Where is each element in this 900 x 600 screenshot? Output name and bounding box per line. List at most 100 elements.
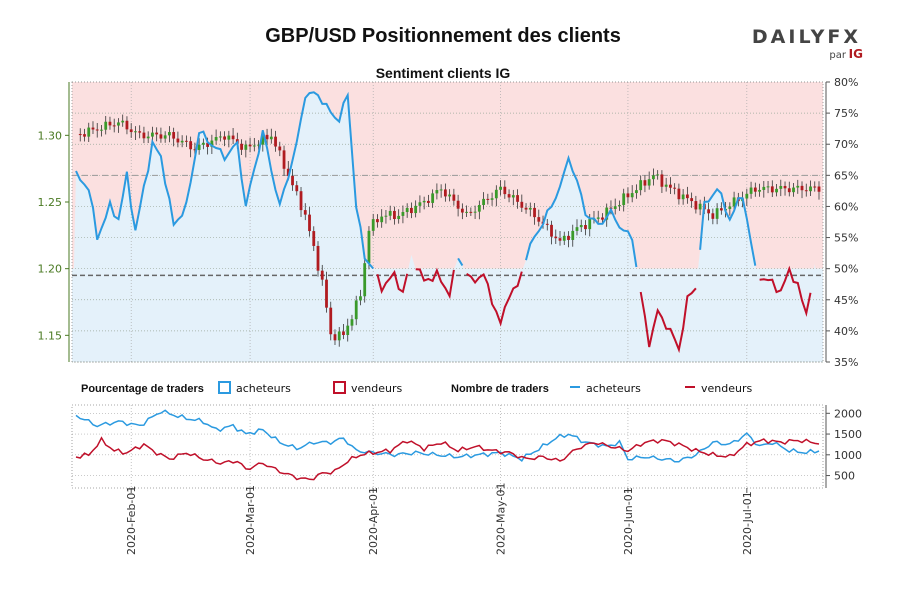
buyers-area-fill bbox=[72, 92, 823, 363]
candle-body bbox=[779, 185, 783, 189]
candle-body bbox=[320, 270, 324, 280]
candle-body bbox=[507, 194, 511, 198]
price-tick-label: 1.25 bbox=[38, 196, 63, 209]
candle-body bbox=[91, 127, 95, 130]
candle-body bbox=[499, 186, 502, 190]
candle-body bbox=[401, 212, 405, 216]
candle-body bbox=[350, 319, 354, 326]
count-tick-label: 2000 bbox=[834, 407, 862, 420]
sentiment-tick-label: 60% bbox=[834, 200, 858, 213]
candle-body bbox=[477, 204, 481, 212]
candle-body bbox=[439, 189, 443, 191]
candle-body bbox=[707, 209, 711, 214]
candle-body bbox=[656, 174, 660, 176]
candle-body bbox=[278, 146, 282, 151]
candle-body bbox=[809, 186, 812, 192]
legend-buyers-swatch bbox=[218, 381, 231, 394]
price-tick-label: 1.20 bbox=[38, 263, 63, 276]
candle-body bbox=[796, 185, 800, 188]
candle-body bbox=[473, 211, 477, 213]
chart-subtitle: Sentiment clients IG bbox=[376, 65, 511, 81]
candle-body bbox=[193, 149, 197, 151]
candle-body bbox=[168, 132, 171, 136]
candle-body bbox=[694, 201, 698, 210]
candle-body bbox=[622, 193, 626, 206]
candle-body bbox=[443, 189, 447, 197]
candle-body bbox=[418, 202, 422, 206]
candle-body bbox=[384, 215, 388, 217]
candle-body bbox=[316, 245, 320, 271]
candle-body bbox=[388, 210, 392, 216]
candle-body bbox=[265, 134, 269, 140]
date-tick-label: 2020-Jul-01 bbox=[741, 491, 754, 555]
candle-body bbox=[223, 136, 226, 140]
candle-body bbox=[584, 225, 587, 230]
candle-body bbox=[342, 331, 345, 336]
candle-body bbox=[792, 187, 795, 193]
candle-body bbox=[490, 198, 494, 200]
count-tick-label: 1000 bbox=[834, 449, 862, 462]
legend-buyers-label: acheteurs bbox=[236, 382, 291, 395]
sentiment-tick-label: 75% bbox=[834, 107, 858, 120]
candle-body bbox=[550, 224, 553, 237]
candle-body bbox=[804, 190, 808, 192]
candle-body bbox=[605, 207, 609, 220]
candle-body bbox=[652, 175, 655, 180]
candle-body bbox=[554, 236, 558, 239]
candle-body bbox=[346, 325, 350, 336]
candle-body bbox=[151, 132, 154, 137]
candle-body bbox=[274, 136, 277, 147]
legend-sellers2-label: vendeurs bbox=[701, 382, 752, 395]
candle-body bbox=[575, 227, 579, 231]
date-tick-label: 2020-Jun-01 bbox=[622, 487, 635, 555]
candle-body bbox=[562, 235, 566, 241]
candle-body bbox=[189, 141, 193, 150]
sentiment-tick-label: 45% bbox=[834, 294, 858, 307]
candle-body bbox=[218, 136, 222, 138]
candle-body bbox=[367, 230, 371, 264]
candle-body bbox=[618, 205, 621, 207]
candle-body bbox=[719, 208, 723, 211]
candle-body bbox=[724, 208, 727, 211]
lower-frame bbox=[71, 404, 824, 489]
candle-body bbox=[354, 300, 358, 320]
candle-body bbox=[677, 188, 681, 200]
candle-body bbox=[486, 198, 490, 200]
legend-sellers-swatch bbox=[333, 381, 346, 394]
candle-body bbox=[516, 195, 519, 202]
candle-body bbox=[337, 331, 341, 341]
candle-body bbox=[363, 263, 367, 297]
candle-body bbox=[184, 140, 188, 142]
candle-body bbox=[711, 213, 715, 219]
date-axis: 2020-Feb-01 2020-Mar-01 2020-Apr-01 2020-Ma… bbox=[125, 483, 754, 555]
candle-body bbox=[312, 231, 316, 246]
candle-body bbox=[503, 186, 507, 195]
price-axis: 1.15 1.20 1.25 1.30 bbox=[38, 82, 70, 362]
candle-body bbox=[240, 143, 243, 150]
candle-body bbox=[431, 193, 435, 203]
candle-body bbox=[630, 193, 634, 198]
candle-body bbox=[448, 194, 452, 197]
candle-body bbox=[108, 121, 112, 126]
sellers-count-line bbox=[75, 436, 820, 481]
candle-body bbox=[817, 186, 821, 192]
candle-body bbox=[257, 144, 260, 146]
candle-body bbox=[681, 194, 685, 200]
date-tick-label: 2020-Feb-01 bbox=[125, 486, 138, 555]
candle-body bbox=[465, 211, 469, 213]
candle-body bbox=[783, 185, 787, 189]
candle-body bbox=[775, 188, 778, 193]
candle-body bbox=[159, 134, 163, 139]
candle-body bbox=[227, 135, 231, 140]
candle-body bbox=[558, 238, 562, 241]
legend-group2-title: Nombre de traders bbox=[451, 383, 549, 395]
candle-body bbox=[596, 217, 600, 219]
candle-body bbox=[609, 207, 613, 209]
sentiment-tick-label: 35% bbox=[834, 356, 858, 369]
candle-body bbox=[494, 189, 498, 199]
candle-body bbox=[813, 186, 817, 188]
date-tick-label: 2020-Apr-01 bbox=[367, 487, 380, 555]
candle-body bbox=[635, 190, 638, 194]
legend-sellers-label: vendeurs bbox=[351, 382, 402, 395]
plot-frame bbox=[71, 81, 824, 363]
